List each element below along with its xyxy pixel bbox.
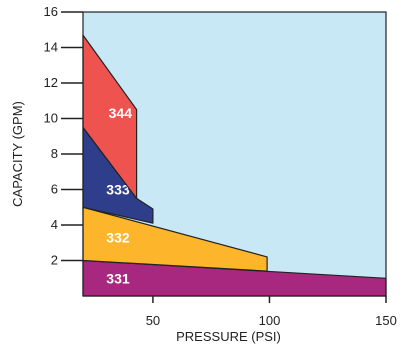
x-axis-title: PRESSURE (PSI) — [176, 329, 281, 344]
y-tick-label: 4 — [51, 217, 58, 232]
y-tick-label: 12 — [44, 75, 58, 90]
y-tick-label: 14 — [44, 40, 58, 55]
y-tick-label: 10 — [44, 111, 58, 126]
region-label-332: 332 — [106, 229, 130, 245]
y-tick-label: 8 — [51, 146, 58, 161]
x-tick-label: 50 — [146, 313, 160, 328]
y-tick-label: 16 — [44, 4, 58, 19]
region-label-344: 344 — [109, 105, 133, 121]
ticks-layer: 2 4 6 8 10 12 14 16 50 100 150 — [44, 4, 397, 328]
y-tick-label: 6 — [51, 182, 58, 197]
y-axis-title: CAPACITY (GPM) — [10, 101, 25, 207]
x-tick-label: 100 — [259, 313, 281, 328]
region-label-331: 331 — [106, 270, 130, 286]
region-label-333: 333 — [106, 182, 130, 198]
x-tick-label: 150 — [375, 313, 397, 328]
y-tick-label: 2 — [51, 253, 58, 268]
